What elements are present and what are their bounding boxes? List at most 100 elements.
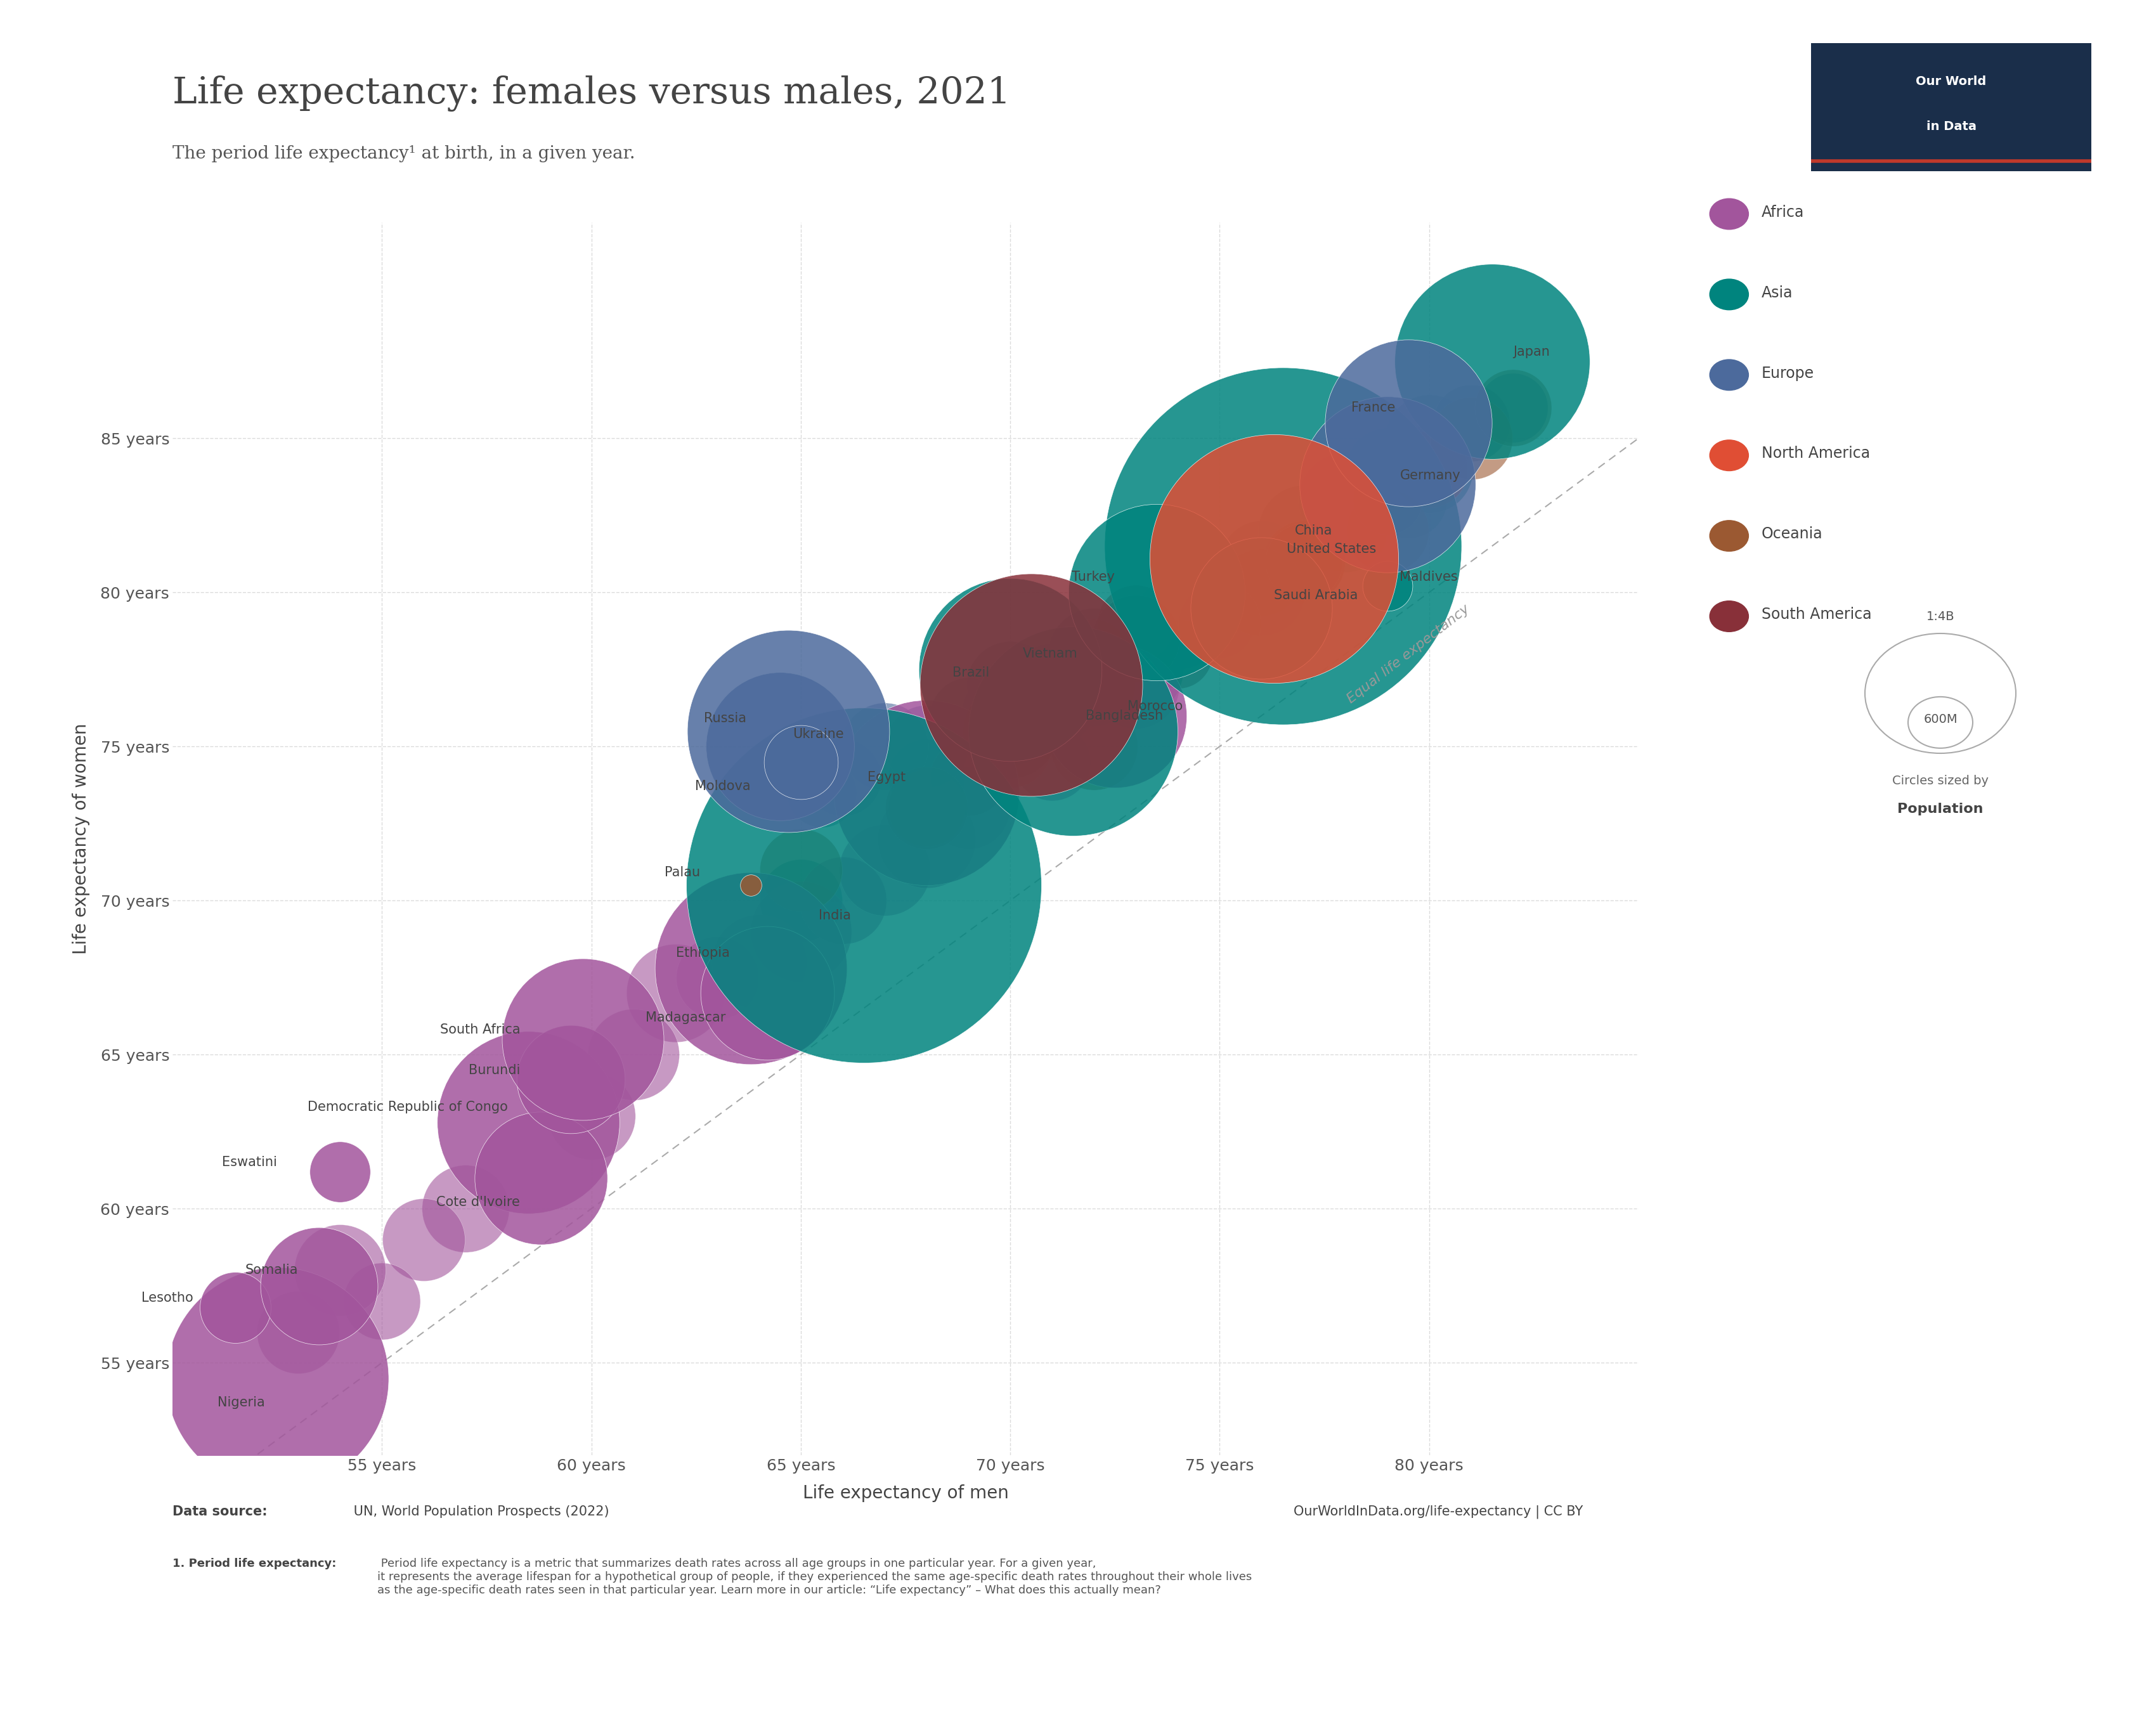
- Point: [280, 1318, 315, 1346]
- Point: [783, 918, 817, 945]
- Text: Life expectancy: females versus males, 2021: Life expectancy: females versus males, 2…: [172, 75, 1011, 111]
- Point: [1076, 671, 1110, 698]
- Point: [910, 825, 944, 853]
- Point: [1328, 486, 1363, 514]
- Text: Population: Population: [1897, 803, 1984, 815]
- Text: South America: South America: [1761, 608, 1871, 621]
- Point: [1244, 563, 1279, 591]
- Point: [1369, 455, 1404, 483]
- Point: [448, 1195, 483, 1222]
- Text: Circles sized by: Circles sized by: [1893, 774, 1988, 786]
- Text: India: India: [819, 909, 852, 923]
- X-axis label: Life expectancy of men: Life expectancy of men: [802, 1484, 1009, 1501]
- Point: [1496, 394, 1531, 421]
- Point: [364, 1287, 399, 1315]
- Point: [1160, 609, 1194, 637]
- Text: South Africa: South Africa: [440, 1024, 520, 1036]
- Point: [994, 702, 1028, 729]
- Point: [994, 717, 1028, 745]
- Point: [826, 887, 860, 914]
- Point: [1203, 609, 1238, 637]
- Point: [511, 1109, 545, 1137]
- Point: [910, 733, 944, 760]
- Point: [951, 764, 985, 791]
- Text: Japan: Japan: [1514, 346, 1550, 358]
- Point: [910, 779, 944, 806]
- Point: [1076, 671, 1110, 698]
- Point: [1369, 471, 1404, 498]
- Point: [750, 979, 785, 1007]
- Point: [733, 871, 768, 899]
- Point: [1369, 572, 1404, 599]
- Point: [1160, 625, 1194, 652]
- Point: [1412, 455, 1447, 483]
- Text: OurWorldInData.org/life-expectancy | CC BY: OurWorldInData.org/life-expectancy | CC …: [1294, 1505, 1583, 1519]
- Text: Africa: Africa: [1761, 205, 1805, 219]
- Text: Europe: Europe: [1761, 366, 1813, 380]
- Text: Eswatini: Eswatini: [222, 1156, 278, 1169]
- Point: [1119, 671, 1153, 698]
- Point: [701, 964, 735, 991]
- Point: [1141, 579, 1175, 606]
- Point: [1391, 409, 1425, 437]
- Point: [1257, 544, 1291, 572]
- Point: [1035, 702, 1069, 729]
- Point: [772, 717, 806, 745]
- Text: Burundi: Burundi: [468, 1063, 520, 1077]
- Text: Ethiopia: Ethiopia: [675, 947, 729, 959]
- Point: [1287, 548, 1322, 575]
- Point: [910, 794, 944, 822]
- Text: Germany: Germany: [1399, 469, 1460, 481]
- Point: [1119, 656, 1153, 683]
- Point: [1496, 394, 1531, 421]
- Point: [1203, 579, 1238, 606]
- Point: [994, 656, 1028, 683]
- Point: [733, 955, 768, 983]
- Text: Brazil: Brazil: [953, 666, 990, 680]
- Point: [573, 1103, 608, 1130]
- Point: [1119, 625, 1153, 652]
- Text: Our World: Our World: [1917, 75, 1986, 87]
- Text: Moldova: Moldova: [694, 781, 750, 793]
- Text: in Data: in Data: [1925, 120, 1977, 132]
- Point: [783, 856, 817, 883]
- Point: [407, 1226, 442, 1253]
- Point: [1369, 486, 1404, 514]
- Point: [302, 1272, 336, 1299]
- Point: [951, 794, 985, 822]
- Y-axis label: Life expectancy of women: Life expectancy of women: [71, 722, 91, 955]
- Point: [763, 733, 798, 760]
- Text: Madagascar: Madagascar: [645, 1012, 724, 1024]
- Point: [994, 733, 1028, 760]
- Point: [1369, 517, 1404, 544]
- Text: Cote d'Ivoire: Cote d'Ivoire: [436, 1197, 520, 1209]
- Point: [261, 1364, 295, 1392]
- Text: United States: United States: [1287, 543, 1376, 556]
- Text: Equal life expectancy: Equal life expectancy: [1345, 603, 1473, 705]
- Point: [1035, 687, 1069, 714]
- Text: Period life expectancy is a metric that summarizes death rates across all age gr: Period life expectancy is a metric that …: [377, 1558, 1253, 1596]
- Point: [1203, 579, 1238, 606]
- Text: Asia: Asia: [1761, 286, 1794, 300]
- Text: China: China: [1296, 524, 1332, 538]
- Point: [323, 1157, 358, 1185]
- Text: Vietnam: Vietnam: [1022, 647, 1078, 661]
- Point: [1453, 409, 1488, 437]
- Point: [783, 887, 817, 914]
- Point: [1097, 702, 1132, 729]
- Text: Somalia: Somalia: [246, 1263, 298, 1277]
- Point: [1328, 517, 1363, 544]
- Point: [617, 1041, 651, 1068]
- Point: [1056, 717, 1091, 745]
- Point: [1203, 609, 1238, 637]
- Point: [742, 948, 776, 976]
- Text: 1. Period life expectancy:: 1. Period life expectancy:: [172, 1558, 336, 1570]
- Point: [1475, 348, 1509, 375]
- Point: [1266, 532, 1300, 560]
- Text: Egypt: Egypt: [867, 770, 906, 784]
- Text: Lesotho: Lesotho: [142, 1291, 194, 1305]
- Text: The period life expectancy¹ at birth, in a given year.: The period life expectancy¹ at birth, in…: [172, 146, 636, 163]
- Text: UN, World Population Prospects (2022): UN, World Population Prospects (2022): [349, 1505, 608, 1517]
- Point: [1391, 486, 1425, 514]
- Point: [565, 1025, 599, 1053]
